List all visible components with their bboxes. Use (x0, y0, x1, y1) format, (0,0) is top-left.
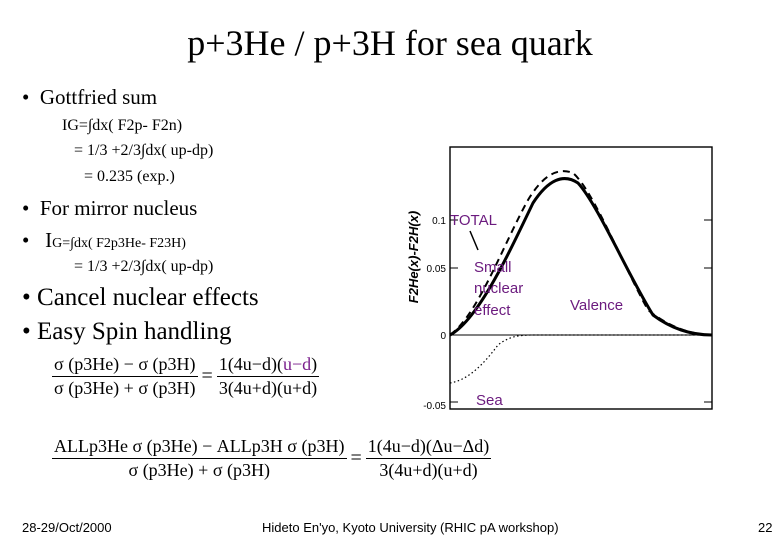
bullet-spin-text: Easy Spin handling (37, 318, 232, 345)
ratio-sea-den-left: σ (p3He) + σ (p3H) (54, 378, 196, 398)
formula-gottfried-line3-text: = 0.235 (exp.) (84, 168, 175, 185)
label-small-nuclear-2: nuclear (474, 280, 523, 297)
ratio-spin-num-left: ALLp3He σ (p3He) − ALLp3H σ (p3H) (52, 436, 347, 459)
bullet-ig-main: G=∫dx( F2p3He- F23H) (52, 236, 186, 251)
f2-difference-plot: 0.1 0.05 0 -0.05 F2He(x)-F2H(x) x TOTAL … (406, 146, 713, 412)
label-valence: Valence (570, 297, 623, 314)
slide-title: p+3He / p+3H for sea quark (187, 23, 593, 63)
footer-date: 28-29/Oct/2000 (22, 520, 112, 535)
ytick-label-0.1: 0.1 (432, 216, 446, 227)
bullet-ig-mirror: • IG=∫dx( F2p3He- F23H) (22, 228, 186, 252)
formula-gottfried-line3: = 0.235 (exp.) (84, 168, 175, 186)
label-small-nuclear-3: effect (474, 302, 511, 319)
ratio-sea-num-right-a: 1(4u−d)( (218, 354, 283, 374)
curve-sea (449, 334, 712, 384)
bullet-mirror: • For mirror nucleus (22, 196, 198, 220)
label-total: TOTAL (450, 212, 497, 229)
curve-valence (449, 170, 713, 336)
bullet-gottfried-text: Gottfried sum (39, 85, 158, 109)
ratio-spin-den-left: σ (p3He) + σ (p3H) (128, 460, 271, 480)
ratio-spin-formula: ALLp3He σ (p3He) − ALLp3H σ (p3H) σ (p3H… (52, 436, 492, 481)
ratio-sea-eq: = (201, 365, 213, 387)
formula-mirror-line2-text: = 1/3 +2/3∫dx( up-dp) (74, 258, 214, 275)
ratio-spin-num-right: 1(4u−d)(Δu−Δd) (365, 436, 492, 459)
ratio-sea-num-right-c: ) (311, 354, 318, 374)
formula-gottfried-line2: = 1/3 +2/3∫dx( up-dp) (74, 142, 213, 160)
bullet-ig-prefix: I (45, 228, 53, 252)
formula-gottfried-line2-text: = 1/3 +2/3∫dx( up-dp) (74, 142, 214, 159)
ytick-label-0: 0 (440, 331, 446, 342)
formula-gottfried-line1: IG=∫dx( F2p- F2n) (62, 117, 182, 135)
ratio-sea-formula: σ (p3He) − σ (p3H) σ (p3He) + σ (p3H) = … (52, 354, 320, 399)
footer-page-number: 22 (758, 520, 773, 535)
plot-frame (449, 146, 713, 410)
ratio-spin-den-right: 3(4u+d)(u+d) (379, 460, 478, 480)
bullet-cancel-text: Cancel nuclear effects (37, 284, 259, 311)
bullet-gottfried: • Gottfried sum (22, 85, 158, 109)
formula-mirror-line2: = 1/3 +2/3∫dx( up-dp) (74, 258, 213, 276)
label-sea: Sea (476, 392, 503, 409)
bullet-mirror-text: For mirror nucleus (39, 196, 198, 220)
ytick-label-0.05: 0.05 (427, 264, 447, 275)
bullet-spin: • Easy Spin handling (22, 318, 232, 345)
ratio-sea-den-right: 3(4u+d)(u+d) (218, 378, 318, 398)
footer-author: Hideto En'yo, Kyoto University (RHIC pA … (262, 520, 559, 535)
formula-gottfried-line1-text: IG=∫dx( F2p- F2n) (62, 117, 183, 134)
bullet-cancel: • Cancel nuclear effects (22, 284, 259, 311)
ratio-sea-num-right-b: u−d (282, 354, 312, 374)
ratio-sea-num-left: σ (p3He) − σ (p3H) (52, 354, 198, 377)
ytick-label-neg0.05: -0.05 (423, 401, 446, 412)
label-small-nuclear-1: Small (474, 259, 512, 276)
ratio-sea-num-right: 1(4u−d)(u−d) (216, 354, 320, 377)
plot-ylabel: F2He(x)-F2H(x) (406, 211, 421, 303)
pointer-total (469, 230, 479, 251)
ratio-spin-eq: = (350, 447, 362, 469)
